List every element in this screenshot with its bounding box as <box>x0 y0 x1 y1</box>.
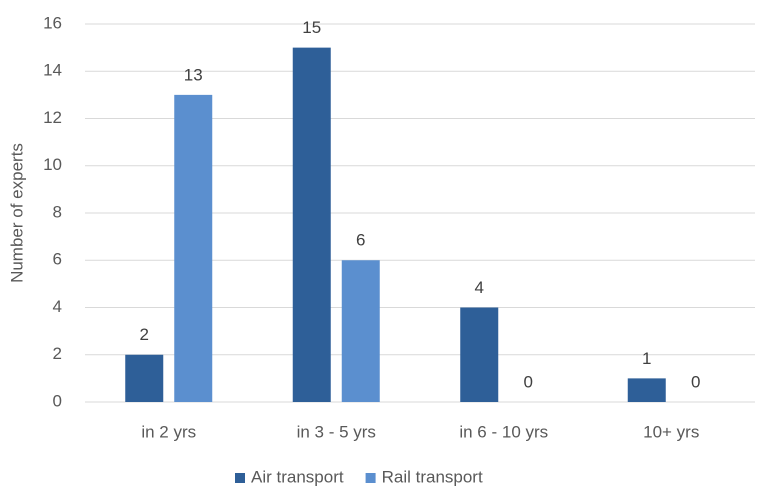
legend-label: Rail transport <box>382 467 483 486</box>
bar <box>125 354 164 402</box>
y-axis-label: Number of experts <box>7 143 26 283</box>
value-label: 1 <box>642 349 651 368</box>
x-tick-label: in 6 - 10 yrs <box>459 422 548 441</box>
value-label: 0 <box>524 372 533 391</box>
bar <box>174 94 213 402</box>
value-label: 0 <box>691 372 700 391</box>
value-label: 15 <box>302 18 321 37</box>
y-tick-label: 4 <box>53 297 62 316</box>
y-tick-label: 8 <box>53 202 62 221</box>
y-tick-label: 6 <box>53 250 62 269</box>
y-tick-label: 12 <box>43 108 62 127</box>
y-tick-label: 2 <box>53 344 62 363</box>
legend-swatch <box>365 473 376 483</box>
legend-label: Air transport <box>251 467 344 486</box>
value-label: 6 <box>356 231 365 250</box>
y-tick-label: 0 <box>53 391 62 410</box>
value-label: 4 <box>475 278 484 297</box>
bar <box>292 47 331 402</box>
bar <box>341 260 380 402</box>
y-tick-label: 10 <box>43 155 62 174</box>
y-tick-label: 14 <box>43 61 62 80</box>
bar <box>460 307 499 402</box>
value-label: 13 <box>184 65 203 84</box>
x-tick-label: 10+ yrs <box>643 422 699 441</box>
legend-swatch <box>235 473 245 483</box>
x-tick-label: in 2 yrs <box>141 422 196 441</box>
bar <box>627 378 666 402</box>
x-tick-label: in 3 - 5 yrs <box>297 422 376 441</box>
value-label: 2 <box>140 325 149 344</box>
y-tick-label: 16 <box>43 13 62 32</box>
